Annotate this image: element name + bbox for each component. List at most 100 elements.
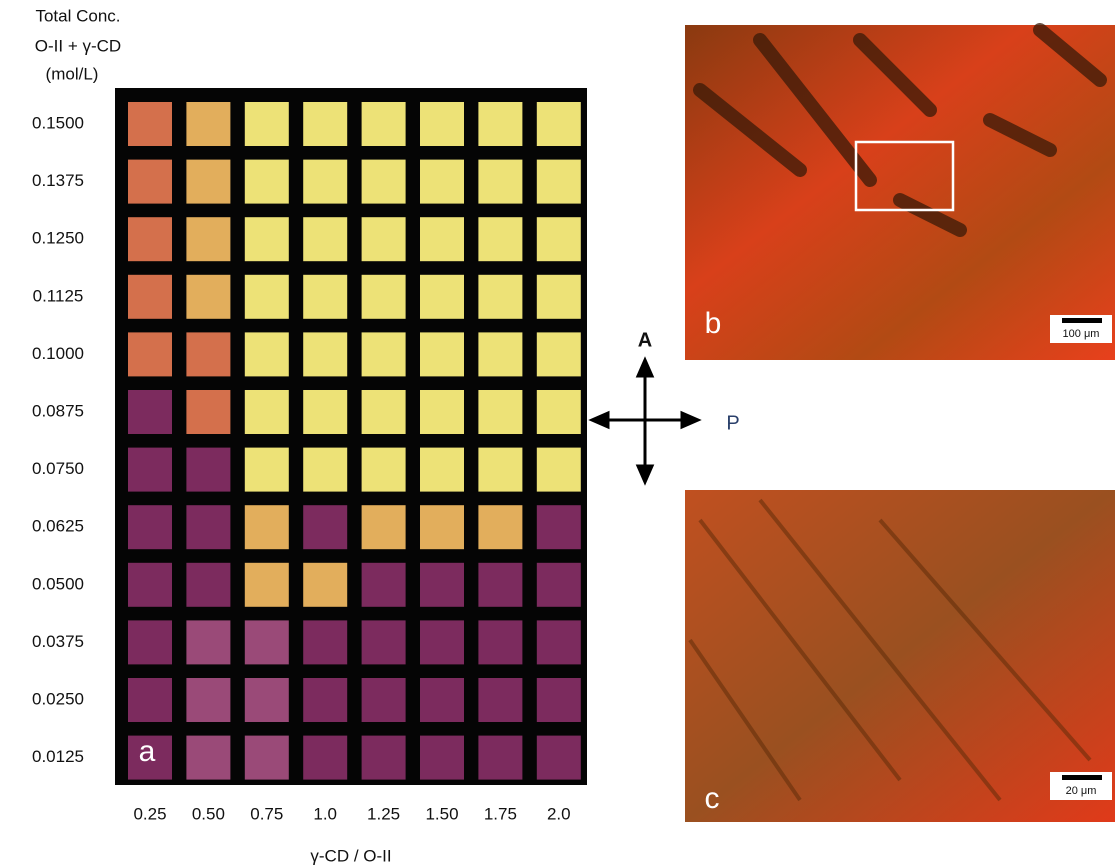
sample-cell bbox=[303, 620, 347, 664]
sample-cell bbox=[303, 217, 347, 261]
x-axis-title: γ-CD / O-II bbox=[310, 846, 391, 865]
sample-cell bbox=[420, 736, 464, 780]
sample-cell bbox=[420, 448, 464, 492]
sample-cell bbox=[245, 448, 289, 492]
row-label: 0.0500 bbox=[32, 574, 84, 593]
sample-cell bbox=[186, 678, 230, 722]
column-label: 1.25 bbox=[367, 804, 400, 823]
sample-cell bbox=[303, 563, 347, 607]
sample-cell bbox=[186, 102, 230, 146]
sample-cell bbox=[128, 448, 172, 492]
sample-cell bbox=[362, 678, 406, 722]
sample-cell bbox=[420, 678, 464, 722]
sample-cell bbox=[128, 102, 172, 146]
sample-cell bbox=[420, 620, 464, 664]
row-label: 0.1250 bbox=[32, 229, 84, 248]
y-title-line: O-II + γ-CD bbox=[35, 36, 121, 55]
sample-cell bbox=[186, 217, 230, 261]
row-label: 0.0875 bbox=[32, 401, 84, 420]
sample-cell bbox=[303, 332, 347, 376]
sample-cell bbox=[478, 275, 522, 319]
row-label: 0.0625 bbox=[32, 517, 84, 536]
sample-cell bbox=[186, 505, 230, 549]
sample-cell bbox=[420, 332, 464, 376]
sample-cell bbox=[186, 736, 230, 780]
row-label: 0.1500 bbox=[32, 113, 84, 132]
panel-b: b 100 μm bbox=[685, 25, 1115, 360]
scale-text: 100 μm bbox=[1063, 328, 1100, 340]
sample-cell bbox=[362, 448, 406, 492]
sample-cell bbox=[245, 217, 289, 261]
polarizer-label: P bbox=[726, 412, 739, 434]
sample-cell bbox=[537, 563, 581, 607]
arrow-head bbox=[592, 413, 608, 427]
sample-cell bbox=[245, 678, 289, 722]
column-label: 1.0 bbox=[313, 804, 337, 823]
panel-c: c 20 μm bbox=[685, 490, 1115, 822]
sample-cell bbox=[186, 160, 230, 204]
sample-cell bbox=[478, 678, 522, 722]
sample-cell bbox=[245, 390, 289, 434]
sample-cell bbox=[420, 563, 464, 607]
row-label: 0.1000 bbox=[32, 344, 84, 363]
sample-cell bbox=[245, 736, 289, 780]
sample-cell bbox=[537, 505, 581, 549]
sample-cell bbox=[537, 217, 581, 261]
sample-cell bbox=[303, 390, 347, 434]
column-label: 1.50 bbox=[425, 804, 458, 823]
sample-cell bbox=[537, 736, 581, 780]
sample-cell bbox=[128, 563, 172, 607]
sample-cell bbox=[362, 620, 406, 664]
sample-cell bbox=[420, 160, 464, 204]
scale-bar bbox=[1062, 318, 1102, 323]
sample-cell bbox=[303, 505, 347, 549]
figure: Total Conc. O-II + γ-CD (mol/L) a γ-CD /… bbox=[0, 0, 1115, 868]
sample-cell bbox=[537, 620, 581, 664]
scale-bar bbox=[1062, 775, 1102, 780]
sample-cell bbox=[303, 678, 347, 722]
sample-cell bbox=[128, 390, 172, 434]
sample-cell bbox=[128, 275, 172, 319]
sample-cell bbox=[303, 736, 347, 780]
sample-cell bbox=[245, 620, 289, 664]
arrow-head bbox=[638, 360, 652, 376]
column-label: 0.50 bbox=[192, 804, 225, 823]
y-title-line: Total Conc. bbox=[35, 6, 120, 25]
sample-cell bbox=[478, 102, 522, 146]
sample-cell bbox=[186, 620, 230, 664]
sample-cell bbox=[420, 217, 464, 261]
analyzer-label: A bbox=[638, 329, 652, 351]
sample-cell bbox=[478, 160, 522, 204]
sample-cell bbox=[478, 332, 522, 376]
sample-cell bbox=[537, 448, 581, 492]
column-label: 2.0 bbox=[547, 804, 571, 823]
sample-cell bbox=[245, 275, 289, 319]
row-label: 0.0375 bbox=[32, 632, 84, 651]
scale-text: 20 μm bbox=[1066, 785, 1097, 797]
sample-cell bbox=[128, 217, 172, 261]
sample-cell bbox=[420, 505, 464, 549]
panel-label: a bbox=[139, 735, 156, 768]
sample-cell bbox=[362, 505, 406, 549]
arrow-head bbox=[638, 466, 652, 482]
sample-cell bbox=[478, 390, 522, 434]
sample-cell bbox=[362, 563, 406, 607]
sample-cell bbox=[303, 448, 347, 492]
sample-cell bbox=[362, 217, 406, 261]
sample-cell bbox=[537, 160, 581, 204]
sample-cell bbox=[420, 102, 464, 146]
sample-cell bbox=[537, 275, 581, 319]
sample-cell bbox=[245, 505, 289, 549]
sample-cell bbox=[303, 160, 347, 204]
sample-cell bbox=[245, 563, 289, 607]
y-title-line: (mol/L) bbox=[46, 64, 99, 83]
sample-cell bbox=[362, 390, 406, 434]
y-axis-title: Total Conc. O-II + γ-CD (mol/L) bbox=[35, 6, 121, 83]
sample-cell bbox=[245, 160, 289, 204]
row-label: 0.1375 bbox=[32, 171, 84, 190]
arrow-head bbox=[682, 413, 698, 427]
sample-cell bbox=[362, 160, 406, 204]
panel-label: c bbox=[705, 782, 720, 815]
sample-cell bbox=[478, 448, 522, 492]
sample-cell bbox=[362, 102, 406, 146]
